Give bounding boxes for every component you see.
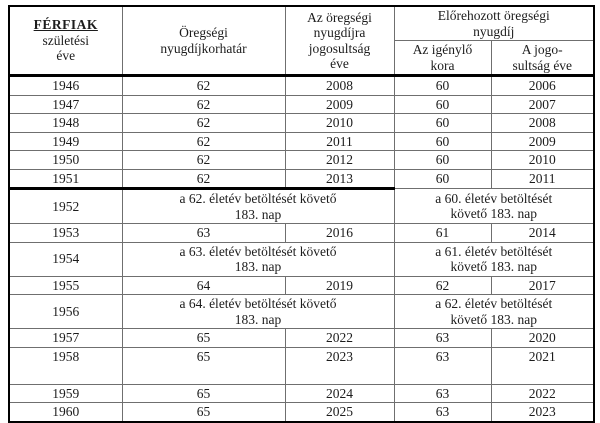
cell-early-year: 2011 (490, 168, 595, 189)
cell-birth-year: 1958 (8, 346, 123, 385)
table-body: 1946 62 2008 60 2006 1947 62 2009 60 200… (8, 75, 595, 422)
header-row-1: FÉRFIAK születési éve Öregségi nyugdíjko… (8, 5, 595, 77)
cell-early-age: 61 (393, 223, 492, 243)
cell-early-rule-merged: a 61. életév betöltését követő 183. nap (393, 241, 595, 277)
cell-pension-age: 65 (121, 402, 286, 422)
cell-early-age: 63 (393, 328, 492, 348)
cell-birth-year: 1956 (8, 294, 123, 329)
header-birth-year: FÉRFIAK születési éve (8, 5, 123, 77)
header-row-2: Az igénylő kora A jogo- sultság éve (9, 40, 595, 77)
cell-early-year: 2022 (490, 383, 595, 403)
cell-early-year: 2008 (490, 113, 595, 133)
cell-pension-age: 62 (121, 113, 286, 133)
birth-year-label: születési éve (42, 32, 90, 64)
cell-early-age: 60 (393, 75, 492, 96)
cell-early-year: 2006 (490, 75, 595, 96)
cell-birth-year: 1948 (8, 113, 123, 133)
cell-eligibility-year: 2009 (284, 94, 395, 114)
cell-birth-year: 1953 (8, 223, 123, 243)
cell-early-age: 62 (393, 275, 492, 295)
men-label: FÉRFIAK (33, 17, 98, 33)
header-early-eligibility-year: A jogo- sultság éve (490, 40, 595, 77)
cell-eligibility-year: 2023 (284, 346, 395, 385)
cell-pension-age: 62 (121, 131, 286, 151)
cell-birth-year: 1960 (8, 402, 123, 422)
table-header: FÉRFIAK születési éve Öregségi nyugdíjko… (8, 5, 595, 77)
cell-early-age: 60 (393, 131, 492, 151)
cell-eligibility-year: 2013 (284, 168, 395, 190)
header-pension-age: Öregségi nyugdíjkorhatár (121, 5, 286, 77)
cell-birth-year: 1950 (8, 150, 123, 170)
cell-birth-year: 1957 (8, 328, 123, 348)
cell-early-year: 2017 (490, 275, 595, 295)
table-row: 1950 62 2012 60 2010 (8, 150, 595, 170)
table-row: 1947 62 2009 60 2007 (8, 94, 595, 114)
page: FÉRFIAK születési éve Öregségi nyugdíjko… (8, 5, 595, 423)
cell-early-year: 2010 (490, 150, 595, 170)
cell-birth-year: 1951 (8, 168, 123, 190)
cell-early-year: 2014 (490, 223, 595, 243)
cell-early-age: 63 (393, 402, 492, 422)
cell-eligibility-year: 2011 (284, 131, 395, 151)
table-row: 1960 65 2025 63 2023 (8, 402, 595, 422)
cell-eligibility-year: 2016 (284, 223, 395, 243)
cell-early-year: 2007 (490, 94, 595, 114)
table-row: 1951 62 2013 60 2011 (8, 168, 595, 190)
table-row: 1949 62 2011 60 2009 (8, 131, 595, 151)
cell-pension-age: 62 (121, 150, 286, 170)
cell-birth-year: 1949 (8, 131, 123, 151)
table-row: 1954 a 63. életév betöltését követő 183.… (8, 241, 595, 277)
cell-birth-year: 1959 (8, 383, 123, 403)
cell-early-age: 63 (393, 346, 492, 385)
pension-age-table: FÉRFIAK születési éve Öregségi nyugdíjko… (8, 5, 595, 423)
table-row: 1948 62 2010 60 2008 (8, 113, 595, 133)
table-row: 1955 64 2019 62 2017 (8, 275, 595, 295)
cell-pension-age: 65 (121, 346, 286, 385)
cell-pension-age: 62 (121, 75, 286, 96)
cell-early-year: 2020 (490, 328, 595, 348)
cell-early-age: 60 (393, 150, 492, 170)
cell-early-age: 60 (393, 168, 492, 189)
cell-birth-year: 1947 (8, 94, 123, 114)
cell-early-age: 60 (393, 113, 492, 133)
table-row: 1956 a 64. életév betöltését követő 183.… (8, 294, 595, 329)
cell-birth-year: 1946 (8, 75, 123, 96)
cell-pension-rule-merged: a 64. életév betöltését követő 183. nap (121, 294, 395, 329)
cell-eligibility-year: 2008 (284, 75, 395, 96)
table-row: 1958 65 2023 63 2021 (8, 346, 595, 385)
cell-early-rule-merged: a 62. életév betöltését követő 183. nap (393, 294, 595, 329)
cell-early-age: 60 (393, 94, 492, 114)
cell-birth-year: 1954 (8, 241, 123, 277)
cell-early-year: 2023 (490, 402, 595, 422)
cell-pension-age: 63 (121, 223, 286, 243)
cell-birth-year: 1952 (8, 188, 123, 224)
cell-pension-age: 65 (121, 328, 286, 348)
cell-birth-year: 1955 (8, 275, 123, 295)
table-row: 1946 62 2008 60 2006 (8, 75, 595, 96)
cell-eligibility-year: 2025 (284, 402, 395, 422)
cell-eligibility-year: 2019 (284, 275, 395, 295)
cell-early-year: 2021 (490, 346, 595, 385)
cell-pension-rule-merged: a 63. életév betöltését követő 183. nap (121, 241, 395, 277)
cell-pension-rule-merged: a 62. életév betöltését követő 183. nap (121, 188, 395, 224)
cell-early-rule-merged: a 60. életév betöltését követő 183. nap (393, 188, 595, 224)
table-row: 1957 65 2022 63 2020 (8, 328, 595, 348)
cell-pension-age: 62 (121, 168, 286, 190)
cell-early-year: 2009 (490, 131, 595, 151)
cell-pension-age: 62 (121, 94, 286, 114)
cell-eligibility-year: 2010 (284, 113, 395, 133)
cell-eligibility-year: 2022 (284, 328, 395, 348)
header-eligibility-year: Az öregségi nyugdíjra jogosultság éve (284, 5, 395, 77)
header-early-pension-group: Előrehozott öregségi nyugdíj (393, 5, 595, 41)
cell-eligibility-year: 2012 (284, 150, 395, 170)
cell-pension-age: 64 (121, 275, 286, 295)
header-claimant-age: Az igénylő kora (393, 40, 492, 77)
table-row: 1953 63 2016 61 2014 (8, 223, 595, 243)
table-row: 1952 a 62. életév betöltését követő 183.… (8, 188, 595, 224)
